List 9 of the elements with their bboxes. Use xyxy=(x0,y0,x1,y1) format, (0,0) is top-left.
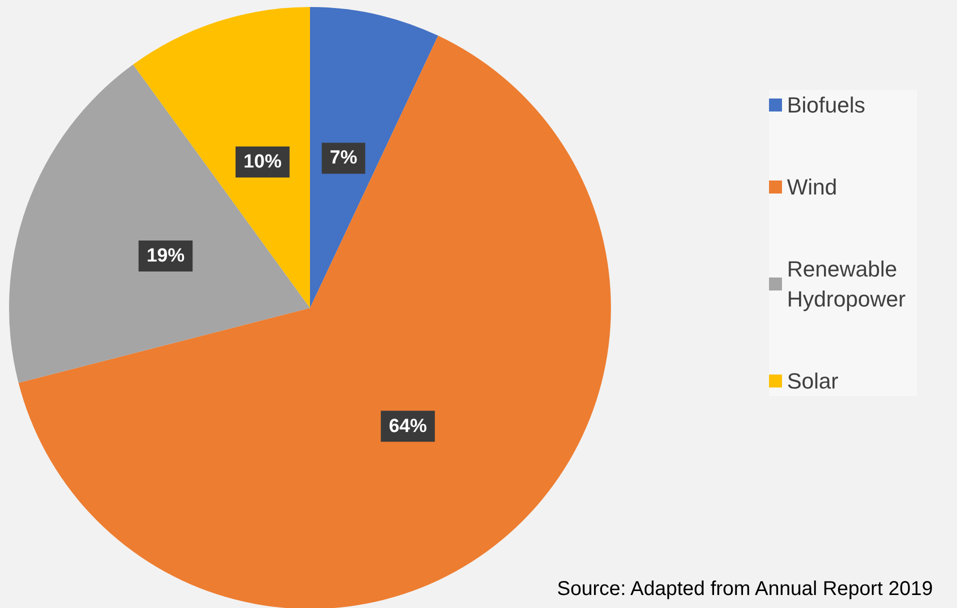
legend-label: Biofuels xyxy=(787,92,866,118)
data-label: 10% xyxy=(244,152,282,173)
legend-label: Solar xyxy=(787,368,838,394)
data-label: 7% xyxy=(330,148,358,169)
data-label: 19% xyxy=(146,246,185,267)
legend-label: Renewable Hydropower xyxy=(787,256,906,312)
data-label: 64% xyxy=(388,416,427,437)
source-note: Source: Adapted from Annual Report 2019 xyxy=(557,578,933,600)
legend-label: Wind xyxy=(787,174,838,200)
